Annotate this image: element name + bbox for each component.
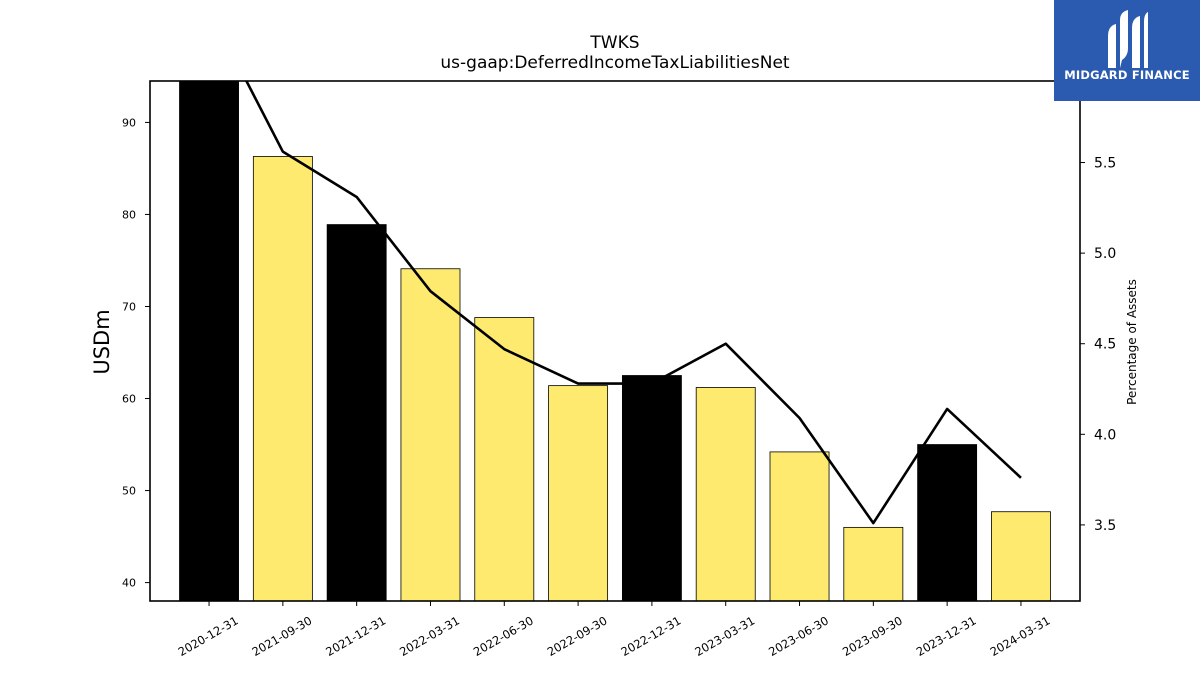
bar [991,511,1051,601]
x-tick-label: 2022-06-30 [471,613,536,659]
x-tick-label: 2022-03-31 [397,613,462,659]
x-tick-label: 2024-03-31 [988,613,1053,659]
x-tick-label: 2022-12-31 [619,613,684,659]
bar [843,526,904,601]
x-tick-label: 2023-03-31 [692,613,757,659]
x-tick-label: 2023-09-30 [840,613,905,659]
y-tick-label: 40 [122,577,136,590]
y2-tick-label: 4.0 [1094,427,1116,443]
plot-frame [149,80,1081,602]
logo-text: MIDGARD FINANCE [1064,68,1190,82]
bar [769,451,830,601]
y-tick-label: 90 [122,116,136,129]
chart-subtitle: us-gaap:DeferredIncomeTaxLiabilitiesNet [440,53,790,73]
y-tick-label: 60 [122,393,136,406]
y2-tick-label: 3.5 [1094,518,1116,534]
bar [179,81,239,601]
x-tick-label: 2021-09-30 [249,613,314,659]
y2-tick-label: 5.0 [1094,246,1116,262]
bar [548,385,609,601]
chart-title: TWKS [589,33,639,53]
bar [917,444,978,601]
x-tick-label: 2020-12-31 [176,613,241,659]
y2-tick-label: 4.5 [1094,337,1116,353]
logo-mark-icon [1108,10,1148,68]
x-tick-label: 2021-12-31 [323,613,388,659]
series-line [244,81,1022,525]
brand-logo: MIDGARD FINANCE [1054,0,1200,101]
bar [326,224,387,601]
bar [252,156,313,601]
bar [621,375,682,601]
y-tick-label: 80 [122,208,136,221]
y-tick-label: 50 [122,485,136,498]
x-tick-label: 2023-12-31 [914,613,979,659]
x-tick-label: 2022-09-30 [545,613,610,659]
x-tick-label: 2023-06-30 [766,613,831,659]
y-axis-label: USDm [90,309,114,374]
y2-axis-label: Percentage of Assets [1125,279,1139,405]
bar [695,387,756,601]
bar [474,317,535,601]
y2-tick-label: 5.5 [1094,156,1116,172]
y-tick-label: 70 [122,300,136,313]
bar [400,268,461,601]
